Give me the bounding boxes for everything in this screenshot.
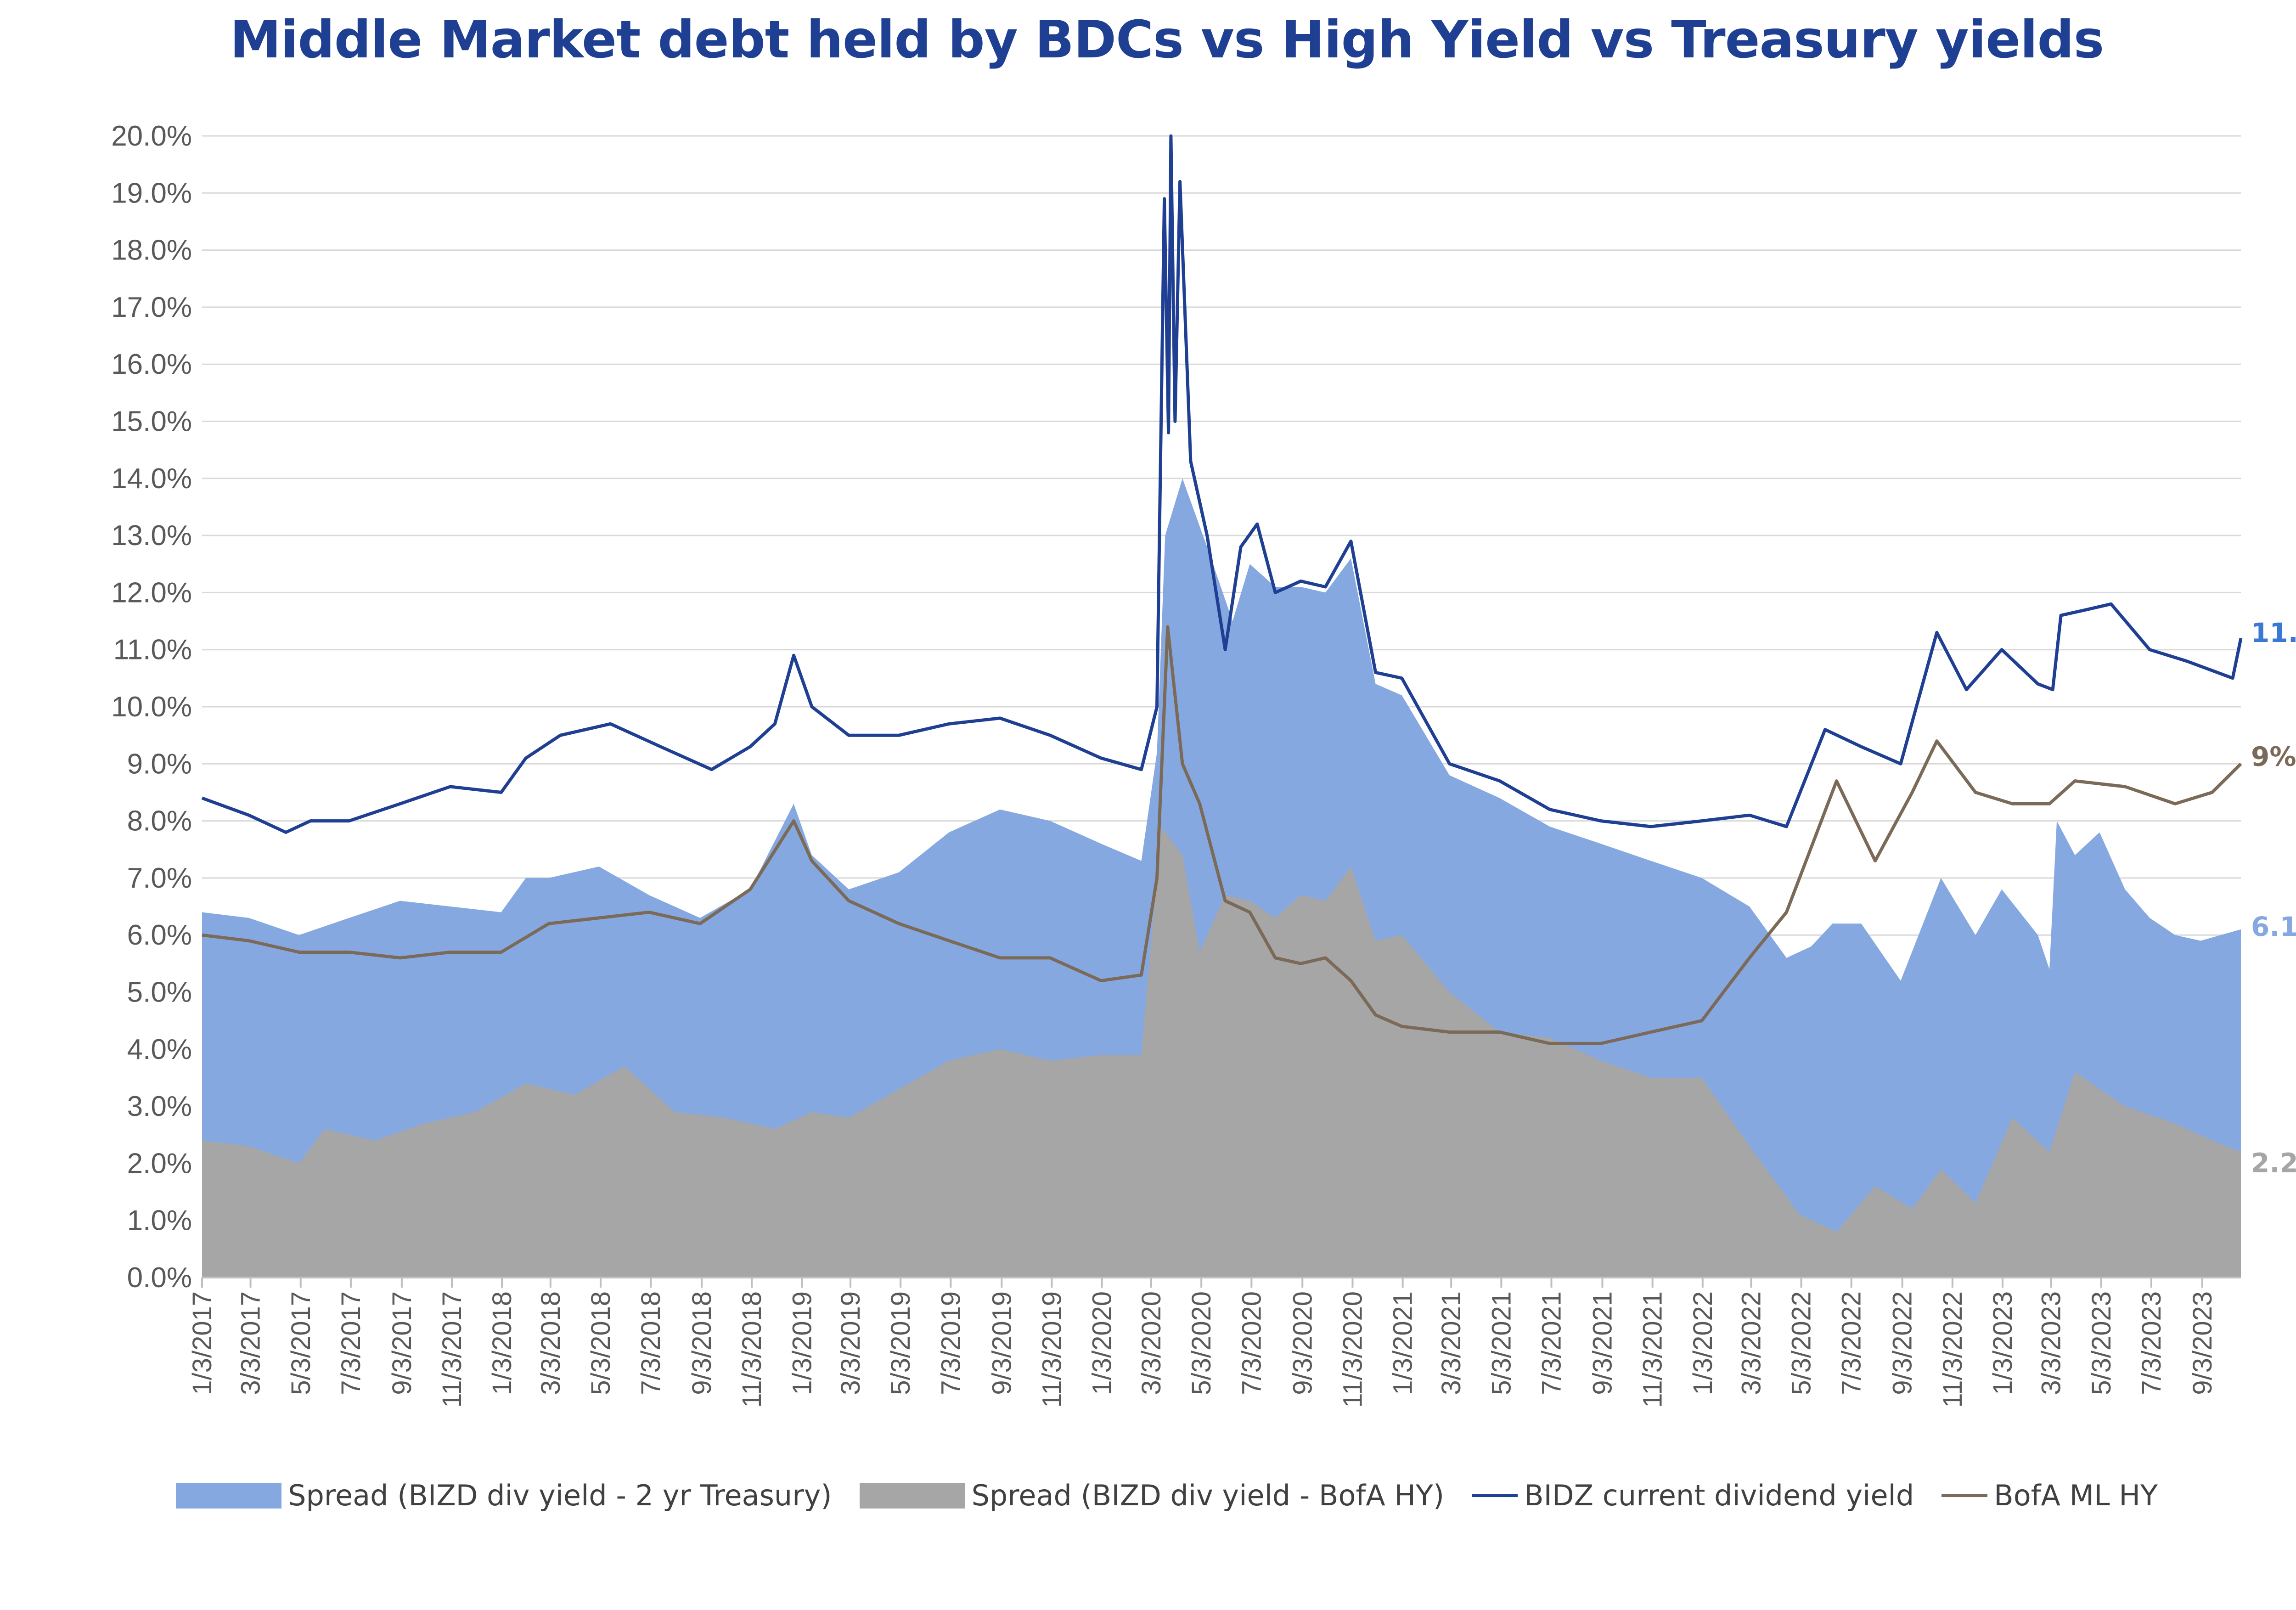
y-tick-label: 0.0% (127, 1262, 192, 1294)
legend-swatch (1941, 1494, 1988, 1497)
y-tick-label: 12.0% (111, 577, 192, 608)
y-tick-label: 18.0% (111, 235, 192, 266)
x-tick-label: 7/3/2017 (336, 1291, 366, 1395)
y-tick-label: 9.0% (127, 748, 192, 780)
x-tick-label: 5/3/2022 (1787, 1291, 1817, 1395)
x-tick-label: 1/3/2019 (787, 1291, 817, 1395)
x-tick-label: 7/3/2022 (1837, 1291, 1867, 1395)
y-tick-label: 1.0% (127, 1205, 192, 1237)
end-label-bizd-yield: 11.2% (2251, 617, 2296, 648)
x-tick-label: 7/3/2021 (1537, 1291, 1567, 1395)
line-bofa-hy (202, 625, 2242, 1045)
y-tick-label: 17.0% (111, 292, 192, 323)
y-tick-label: 4.0% (127, 1034, 192, 1065)
x-tick-label: 5/3/2017 (286, 1291, 316, 1395)
x-tick-label: 11/3/2022 (1938, 1291, 1968, 1408)
x-tick-label: 3/3/2019 (836, 1291, 866, 1395)
x-tick-label: 1/3/2017 (187, 1291, 217, 1395)
y-tick-label: 3.0% (127, 1091, 192, 1122)
x-tick-label: 11/3/2017 (437, 1291, 467, 1408)
x-tick-label: 9/3/2023 (2188, 1291, 2217, 1395)
x-tick-label: 7/3/2019 (936, 1291, 966, 1395)
line-series (201, 134, 2243, 1045)
legend-item-bizd-yield: BIDZ current dividend yield (1472, 1479, 1914, 1512)
x-tick-label: 7/3/2018 (636, 1291, 666, 1395)
legend-label: BIDZ current dividend yield (1524, 1479, 1914, 1512)
x-tick-label: 1/3/2018 (487, 1291, 517, 1395)
x-tick-label: 3/3/2022 (1736, 1291, 1766, 1395)
x-tick-label: 3/3/2023 (2037, 1291, 2066, 1395)
x-tick-label: 5/3/2023 (2087, 1291, 2116, 1395)
y-tick-label: 5.0% (127, 977, 192, 1008)
x-tick-label: 1/3/2023 (1988, 1291, 2018, 1395)
legend-label: BofA ML HY (1994, 1479, 2158, 1512)
line-bizd-yield (201, 134, 2243, 834)
x-tick-label: 11/3/2020 (1338, 1291, 1367, 1408)
x-tick-label: 9/3/2019 (987, 1291, 1017, 1395)
y-tick-label: 7.0% (127, 862, 192, 894)
x-tick-label: 1/3/2022 (1688, 1291, 1718, 1395)
y-tick-label: 13.0% (111, 520, 192, 552)
x-tick-label: 9/3/2017 (387, 1291, 417, 1395)
area-spread-hy (202, 827, 2241, 1278)
y-tick-label: 15.0% (111, 406, 192, 438)
x-tick-label: 11/3/2021 (1638, 1291, 1668, 1408)
x-tick-label: 7/3/2020 (1237, 1291, 1266, 1395)
legend-item-spread-hy: Spread (BIZD div yield - BofA HY) (859, 1479, 1445, 1512)
legend: Spread (BIZD div yield - 2 yr Treasury) … (0, 1479, 2296, 1512)
x-tick-label: 9/3/2018 (687, 1291, 717, 1395)
legend-swatch (1472, 1494, 1518, 1497)
chart-title: Middle Market debt held by BDCs vs High … (230, 10, 2105, 70)
x-tick-label: 7/3/2023 (2137, 1291, 2167, 1395)
legend-item-spread-treasury: Spread (BIZD div yield - 2 yr Treasury) (176, 1479, 832, 1512)
end-label-spread-treasury: 6.1% (2251, 911, 2296, 942)
y-tick-label: 10.0% (111, 691, 192, 723)
x-tick-label: 11/3/2018 (737, 1291, 767, 1408)
x-tick-label: 5/3/2020 (1187, 1291, 1216, 1395)
y-tick-label: 6.0% (127, 919, 192, 951)
y-tick-label: 16.0% (111, 349, 192, 380)
x-tick-label: 3/3/2021 (1436, 1291, 1466, 1395)
area-series (202, 478, 2241, 1278)
x-tick-label: 5/3/2018 (586, 1291, 616, 1395)
end-label-bofa-hy: 9% (2251, 741, 2296, 772)
x-tick-label: 3/3/2018 (536, 1291, 566, 1395)
x-tick-label: 3/3/2020 (1137, 1291, 1166, 1395)
x-tick-label: 9/3/2020 (1288, 1291, 1317, 1395)
y-tick-label: 8.0% (127, 805, 192, 837)
legend-swatch (176, 1482, 282, 1509)
x-axis-ticks: 1/3/2017 3/3/2017 5/3/2017 7/3/2017 9/3/2017… (187, 1291, 2217, 1408)
end-label-spread-hy: 2.2% (2251, 1148, 2296, 1179)
y-tick-label: 14.0% (111, 463, 192, 495)
x-tick-label: 1/3/2020 (1087, 1291, 1117, 1395)
area-spread-treasury (202, 478, 2241, 1278)
legend-label: Spread (BIZD div yield - BofA HY) (971, 1479, 1445, 1512)
legend-swatch (859, 1482, 965, 1509)
y-tick-label: 19.0% (111, 177, 192, 209)
x-tick-label: 1/3/2021 (1388, 1291, 1418, 1395)
axes (201, 1277, 2241, 1288)
legend-label: Spread (BIZD div yield - 2 yr Treasury) (288, 1479, 832, 1512)
x-tick-label: 3/3/2017 (236, 1291, 266, 1395)
y-tick-label: 11.0% (113, 634, 192, 666)
x-tick-label: 5/3/2019 (886, 1291, 916, 1395)
x-tick-label: 9/3/2021 (1588, 1291, 1618, 1395)
legend-item-bofa-hy: BofA ML HY (1941, 1479, 2158, 1512)
y-tick-label: 20.0% (111, 120, 192, 152)
x-tick-label: 5/3/2021 (1486, 1291, 1516, 1395)
y-axis-ticks: 0.0% 1.0% 2.0% 3.0% 4.0% 5.0% 6.0% 7.0% 8.0% 9.0%… (111, 120, 192, 1294)
y-tick-label: 2.0% (127, 1148, 192, 1179)
x-tick-label: 11/3/2019 (1037, 1291, 1067, 1408)
x-tick-label: 9/3/2022 (1888, 1291, 1918, 1395)
end-labels: 6.1% 2.2% 11.2% 9% (2251, 617, 2296, 1179)
